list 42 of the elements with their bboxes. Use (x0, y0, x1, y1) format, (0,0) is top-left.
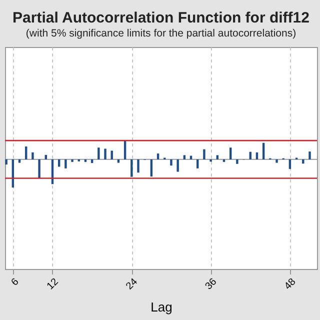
bar (216, 155, 218, 160)
x-tick-label: 36 (203, 276, 220, 292)
bar (64, 159, 67, 168)
bar (98, 148, 100, 160)
bar (38, 159, 40, 178)
bar (18, 159, 21, 163)
bar (117, 159, 120, 163)
x-tick-label: 48 (282, 276, 299, 292)
bar (262, 142, 265, 160)
bar (71, 159, 74, 162)
bar (229, 148, 232, 160)
bar (150, 159, 153, 177)
bar (183, 155, 186, 160)
x-tick-label: 12 (45, 276, 62, 292)
bar (104, 148, 106, 160)
bar (25, 146, 28, 160)
bar (84, 159, 87, 162)
x-axis-title: Lag (150, 299, 172, 314)
bar (288, 159, 292, 169)
bar (256, 152, 258, 160)
bar (210, 159, 212, 162)
bar (124, 140, 126, 160)
bar (222, 159, 226, 162)
bar (137, 159, 140, 173)
bar (170, 159, 172, 166)
chart-subtitle: (with 5% significance limits for the partial autocorrelations) (26, 28, 296, 40)
bar (308, 152, 311, 160)
bar (130, 159, 133, 177)
bar (236, 159, 238, 164)
bar (276, 159, 278, 163)
bar (44, 154, 47, 160)
bar (203, 149, 206, 160)
chart-title: Partial Autocorrelation Function for diff12 (12, 10, 310, 26)
x-tick-label: 24 (124, 276, 140, 292)
bar (176, 159, 179, 172)
bar (196, 159, 199, 168)
bar (32, 152, 34, 160)
bar (110, 150, 113, 160)
bar (5, 159, 8, 164)
bar (156, 154, 160, 160)
x-tick-label: 6 (9, 276, 22, 288)
bar (249, 152, 252, 160)
